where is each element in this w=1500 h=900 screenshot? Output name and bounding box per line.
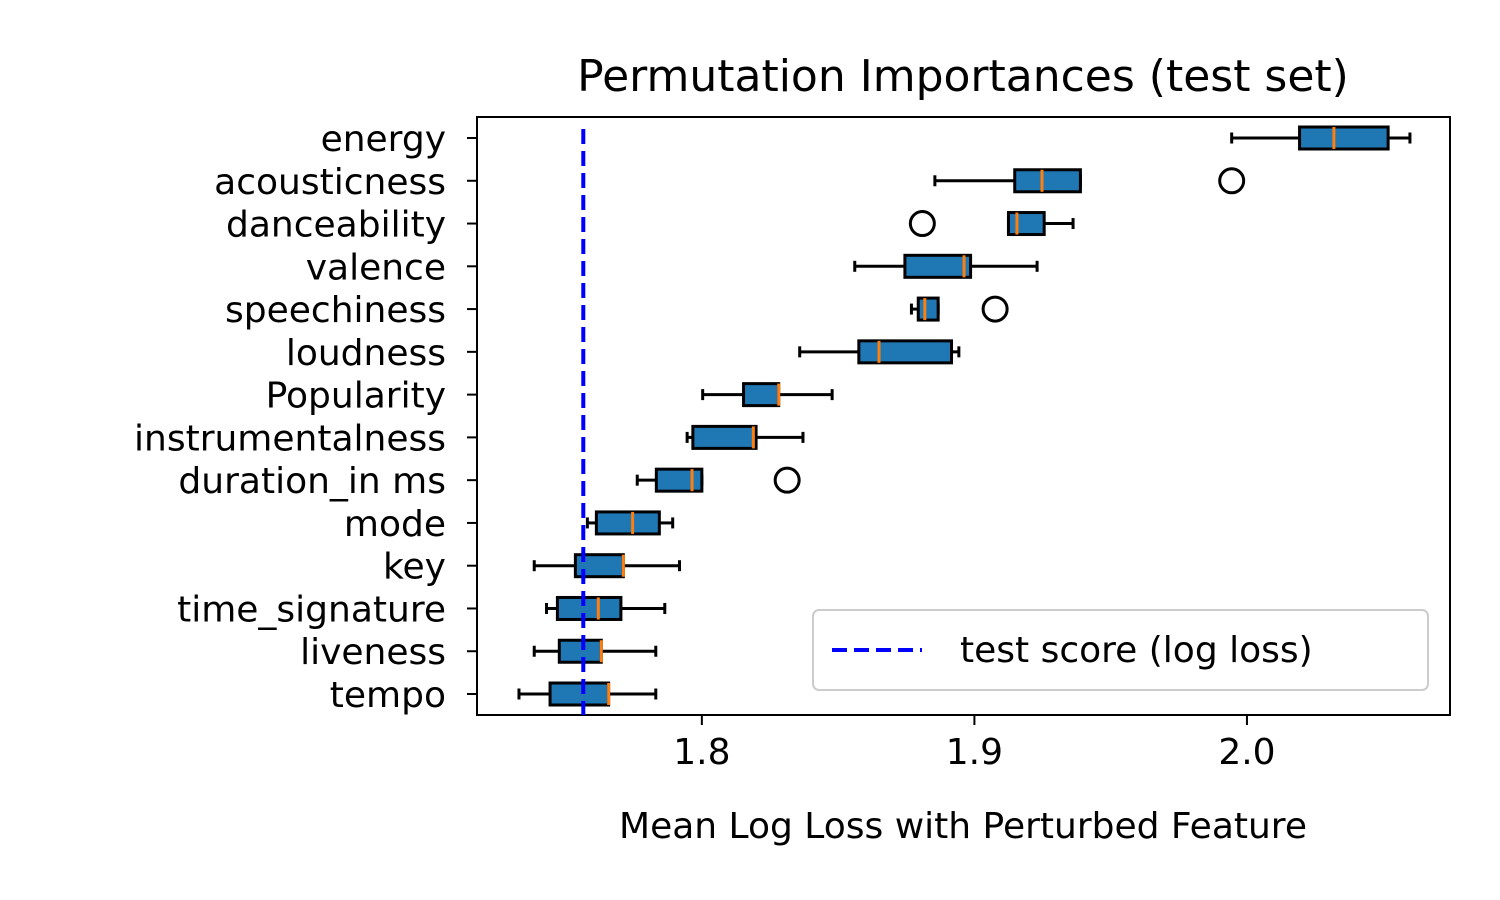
box-duration-in-ms xyxy=(654,467,704,493)
y-tick-label-loudness: loudness xyxy=(286,333,446,374)
y-tick-label-key: key xyxy=(383,547,446,588)
y-tick-label-energy: energy xyxy=(321,119,446,160)
box-tempo xyxy=(548,681,611,707)
plot-frame xyxy=(476,116,1451,716)
outlier-acousticness xyxy=(1218,167,1246,195)
box-liveness xyxy=(557,638,603,664)
plot-area: 1.8 1.9 2.0 energyacousticnessdanceabilityv… xyxy=(134,116,1451,773)
legend-label-test-score: test score (log loss) xyxy=(960,630,1313,671)
box-loudness xyxy=(857,339,954,365)
y-tick-label-valence: valence xyxy=(306,247,446,288)
box-popularity xyxy=(742,382,781,408)
y-tick-label-instrumentalness: instrumentalness xyxy=(134,418,446,459)
x-tick-label: 1.9 xyxy=(946,732,1003,773)
y-tick-label-tempo: tempo xyxy=(330,675,446,716)
y-tick-label-danceability: danceability xyxy=(226,205,446,246)
y-tick-label-popularity: Popularity xyxy=(266,376,446,417)
outlier-duration-in-ms xyxy=(773,466,801,494)
y-tick-label-duration-in-ms: duration_in ms xyxy=(178,461,446,502)
outlier-speechiness xyxy=(981,295,1009,323)
outlier-danceability xyxy=(908,210,936,238)
y-tick-label-time-signature: time_signature xyxy=(177,589,446,630)
box-instrumentalness xyxy=(691,424,758,450)
box-mode xyxy=(594,510,661,536)
x-tick-label: 1.8 xyxy=(673,732,730,773)
box-speechiness xyxy=(916,296,940,322)
box-time-signature xyxy=(555,595,623,621)
legend: test score (log loss) xyxy=(812,609,1429,691)
y-tick-label-liveness: liveness xyxy=(300,632,446,673)
x-axis-label: Mean Log Loss with Perturbed Feature xyxy=(619,806,1307,847)
x-tick-label: 2.0 xyxy=(1218,732,1275,773)
box-energy xyxy=(1298,125,1390,151)
chart-title: Permutation Importances (test set) xyxy=(577,51,1349,102)
box-acousticness xyxy=(1013,168,1082,194)
y-tick-label-acousticness: acousticness xyxy=(214,162,446,203)
box-valence xyxy=(903,253,973,279)
y-tick-label-mode: mode xyxy=(344,504,446,545)
y-tick-label-speechiness: speechiness xyxy=(225,290,446,331)
box-danceability xyxy=(1006,211,1046,237)
legend-frame xyxy=(812,609,1429,691)
